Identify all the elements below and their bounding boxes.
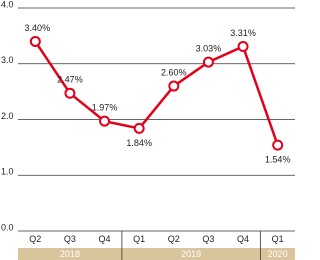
data-label: 2.60% (161, 67, 187, 77)
y-tick-label: 2.0 (1, 111, 14, 121)
data-label: 1.84% (126, 138, 152, 148)
data-label: 3.40% (25, 23, 51, 33)
data-line (34, 40, 279, 146)
y-tick-label: 3.0 (1, 55, 14, 65)
year-label: 2020 (268, 249, 288, 259)
data-label: 1.54% (265, 155, 291, 165)
y-tick-label: 1.0 (1, 167, 14, 177)
year-label: 2018 (60, 249, 80, 259)
data-label: 3.31% (230, 28, 256, 38)
x-tick-label: Q4 (99, 234, 111, 244)
data-point (29, 35, 41, 47)
data-point (272, 139, 284, 151)
data-point (168, 80, 180, 92)
year-band (18, 248, 295, 260)
x-tick-label: Q3 (202, 234, 214, 244)
x-tick-label: Q3 (64, 234, 76, 244)
chart: 0.0 1.0 2.0 3.0 4.0 2018 2019 2020 Q2 Q3 Q4 Q1 Q2 Q3 Q… (1, 0, 295, 260)
x-tick-label: Q2 (168, 234, 180, 244)
x-tick-label: Q1 (133, 234, 145, 244)
x-tick-label: Q1 (272, 234, 284, 244)
x-tick-label: Q2 (29, 234, 41, 244)
data-point (133, 122, 145, 134)
data-point (202, 56, 214, 68)
data-label: 1.97% (92, 103, 118, 113)
data-label: 2.47% (57, 75, 83, 85)
y-tick-label: 4.0 (1, 0, 14, 9)
data-point (237, 40, 249, 52)
x-tick-label: Q4 (237, 234, 249, 244)
data-point (99, 115, 111, 127)
year-label: 2019 (181, 249, 201, 259)
data-point (64, 87, 76, 99)
y-tick-label: 0.0 (1, 222, 14, 232)
data-label: 3.03% (196, 43, 222, 53)
